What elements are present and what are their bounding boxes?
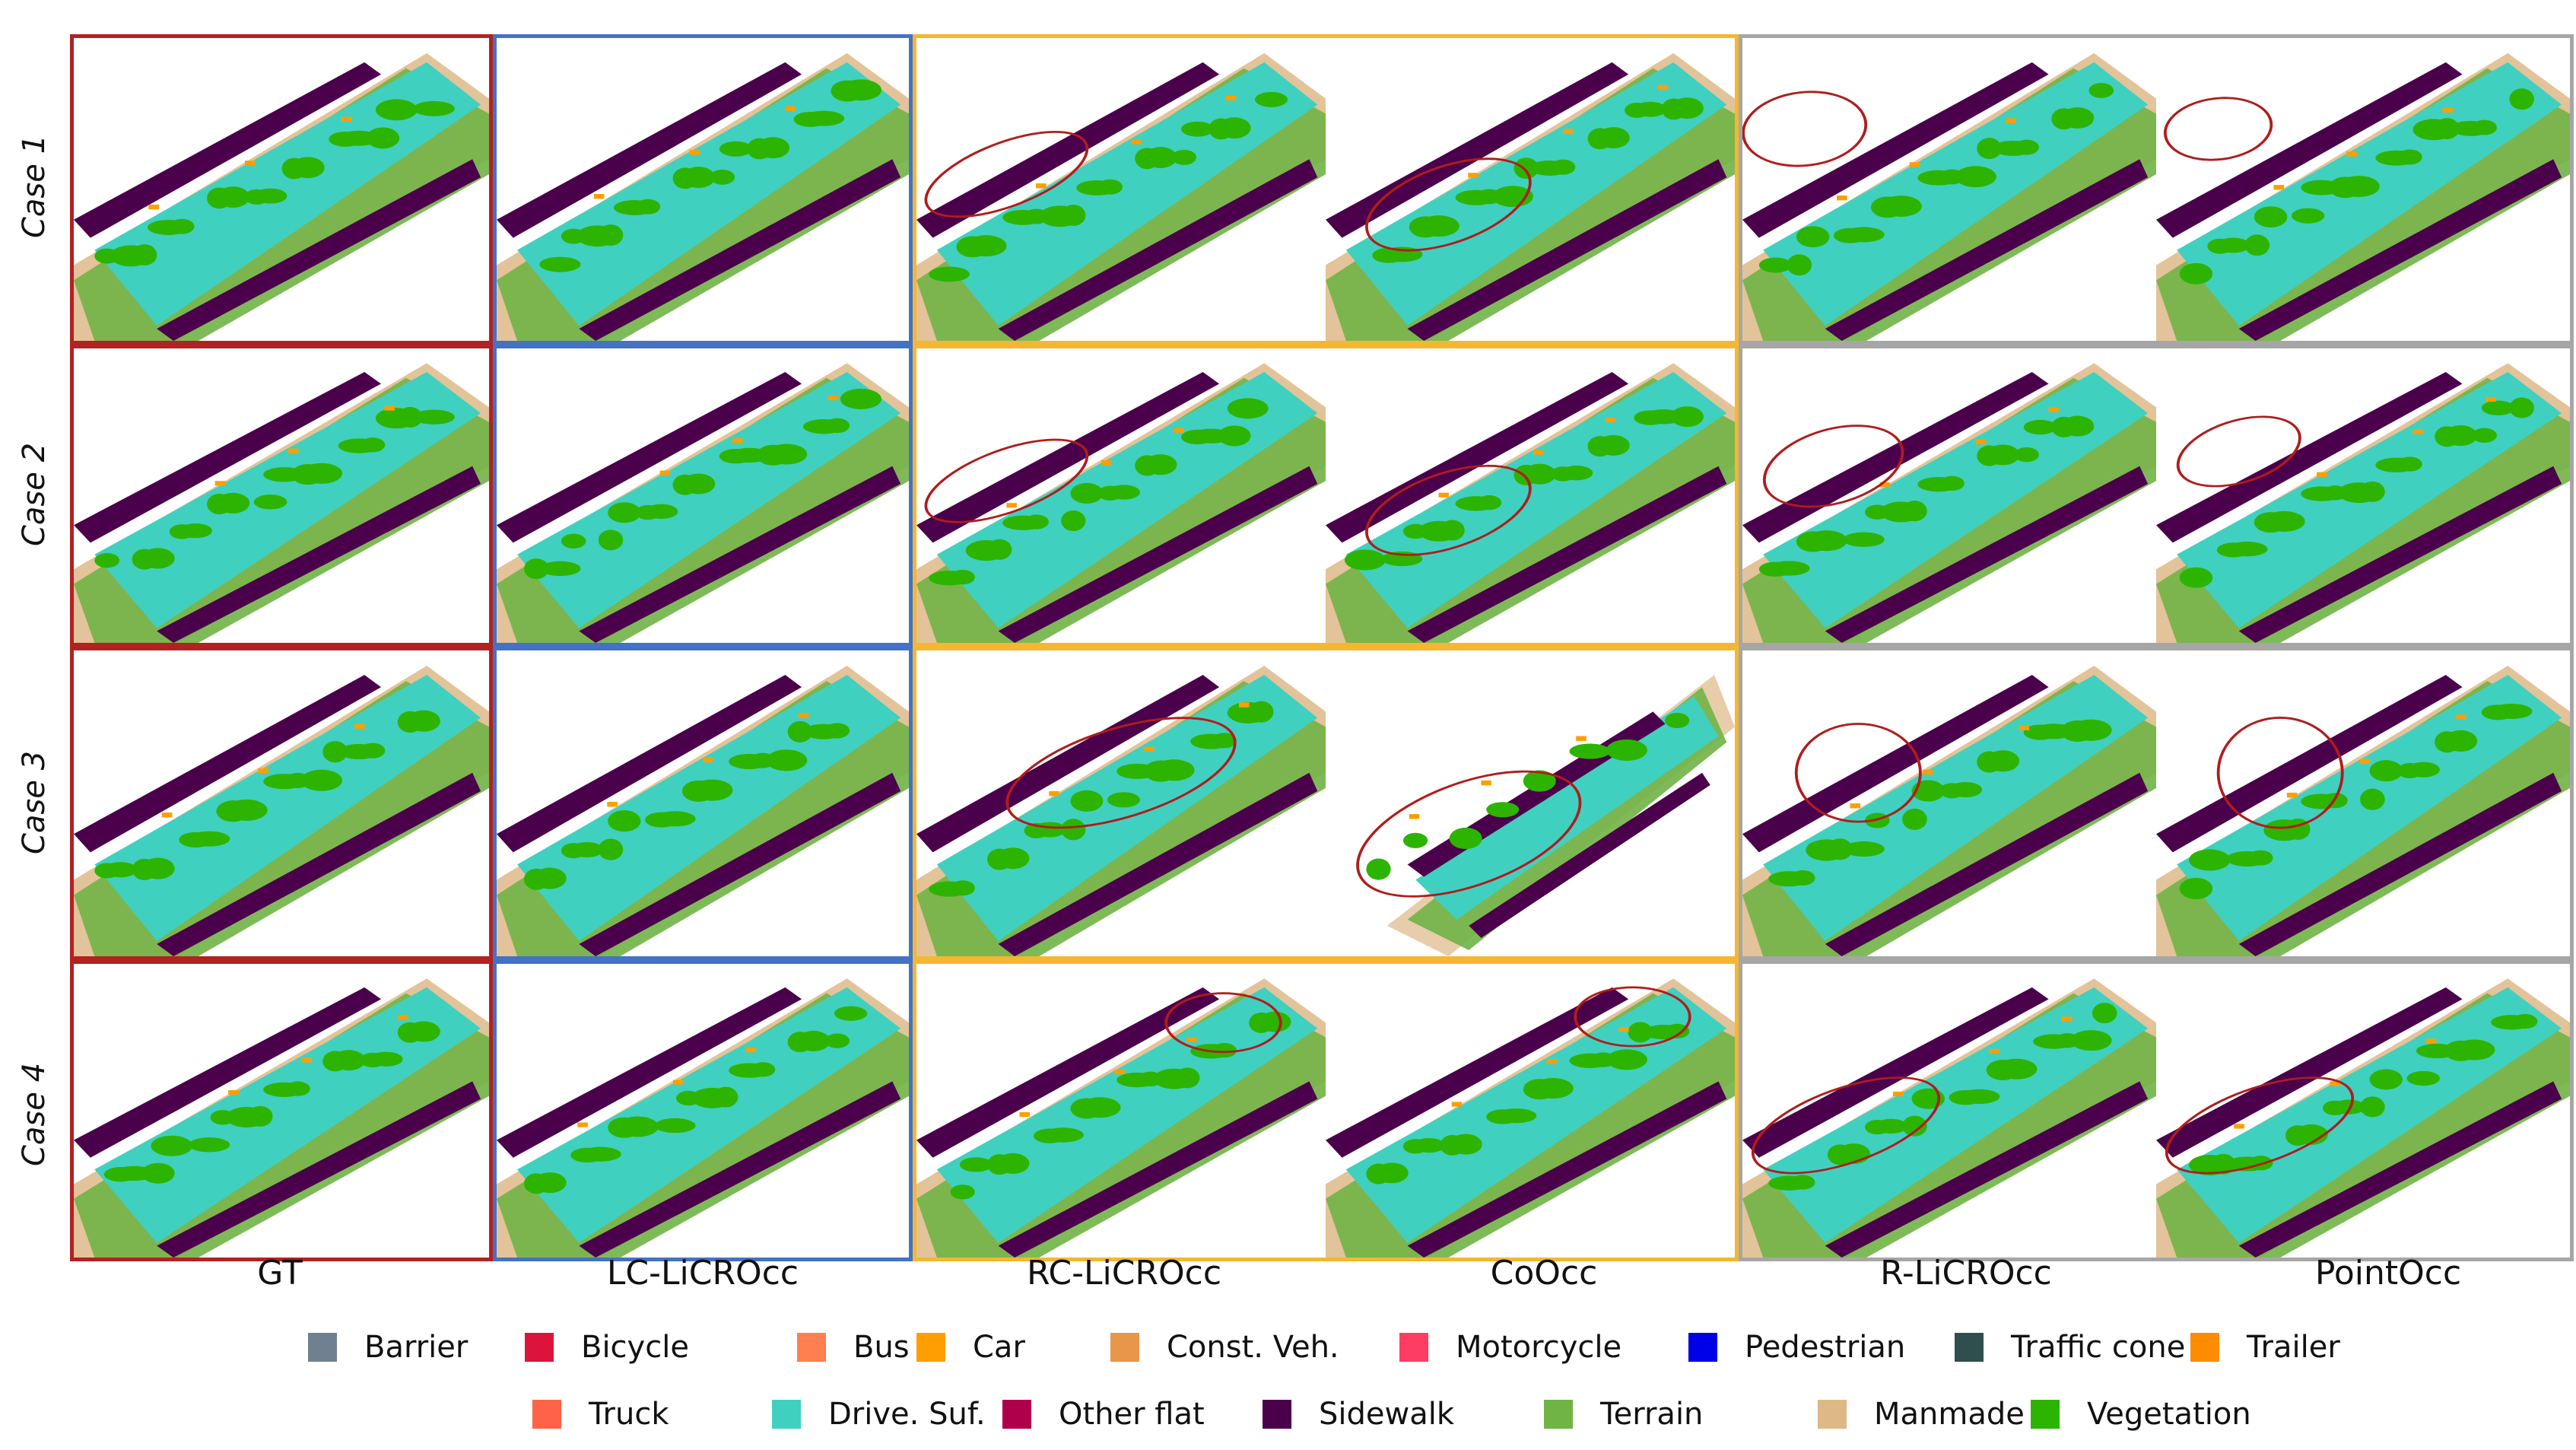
column-label-r-licrocc: R-LiCROcc [1880, 1254, 2052, 1293]
legend-label: Drive. Suf. [828, 1397, 986, 1432]
occupancy-view-coocc-case-2 [1326, 348, 1735, 643]
legend-label: Manmade [1874, 1397, 2025, 1432]
occupancy-view-coocc-case-3 [1326, 650, 1735, 956]
legend-item-terrain: Terrain [1544, 1397, 1703, 1432]
occupancy-view-r-licrocc-case-3 [1742, 650, 2156, 956]
occupancy-view-lc-licrocc-case-3 [497, 650, 909, 956]
legend-label: Vegetation [2087, 1397, 2251, 1432]
legend-label: Car [973, 1330, 1025, 1365]
legend-label: Bus [853, 1330, 910, 1365]
row-label-case-2: Case 2 [17, 442, 52, 547]
legend-label: Traffic cone [2011, 1330, 2186, 1365]
frame-lc-case-4 [493, 960, 913, 1261]
legend-label: Bicycle [581, 1330, 689, 1365]
legend-swatch [797, 1333, 826, 1362]
frame-gt-case-2 [70, 345, 493, 647]
legend-swatch [1110, 1333, 1139, 1362]
frame-rc-case-3 [913, 647, 1739, 960]
occupancy-view-gt-case-3 [74, 650, 489, 956]
occupancy-view-lc-licrocc-case-1 [497, 38, 909, 341]
frame-lc-case-2 [493, 345, 913, 647]
column-label-pointocc: PointOcc [2314, 1254, 2462, 1293]
legend-item-car: Car [916, 1330, 1025, 1365]
occupancy-view-pointocc-case-3 [2156, 650, 2570, 956]
occupancy-view-lc-licrocc-case-4 [497, 964, 909, 1258]
legend-label: Pedestrian [1745, 1330, 1906, 1365]
occupancy-view-pointocc-case-4 [2156, 964, 2570, 1258]
legend-item-motorcycle: Motorcycle [1399, 1330, 1622, 1365]
legend-item-bicycle: Bicycle [525, 1330, 689, 1365]
legend-item-trailer: Trailer [2190, 1330, 2340, 1365]
legend-label: Terrain [1600, 1397, 1704, 1432]
legend-item-const-veh: Const. Veh. [1110, 1330, 1339, 1365]
column-label-lc-licrocc: LC-LiCROcc [606, 1254, 799, 1293]
occupancy-view-gt-case-4 [74, 964, 489, 1258]
legend-swatch [1955, 1333, 1984, 1362]
occupancy-view-lc-licrocc-case-2 [497, 348, 909, 643]
frame-lc-case-1 [493, 34, 913, 345]
occupancy-view-gt-case-2 [74, 348, 489, 643]
legend-swatch [916, 1333, 945, 1362]
occupancy-view-rc-licrocc-case-2 [916, 348, 1326, 643]
frame-rc-case-2 [913, 345, 1739, 647]
legend-swatch [1544, 1400, 1573, 1429]
legend-swatch [1002, 1400, 1031, 1429]
occupancy-view-pointocc-case-2 [2156, 348, 2570, 643]
occupancy-view-coocc-case-4 [1326, 964, 1735, 1258]
legend-item-truck: Truck [532, 1397, 669, 1432]
occupancy-view-coocc-case-1 [1326, 38, 1735, 341]
legend-swatch [1818, 1400, 1847, 1429]
legend-label: Barrier [364, 1330, 469, 1365]
frame-rc-case-1 [913, 34, 1739, 345]
legend-label: Other flat [1059, 1397, 1205, 1432]
occupancy-view-r-licrocc-case-1 [1742, 38, 2156, 341]
frame-r-case-1 [1739, 34, 2574, 345]
legend-item-vegetation: Vegetation [2031, 1397, 2251, 1432]
legend-label: Motorcycle [1456, 1330, 1622, 1365]
legend-swatch [2031, 1400, 2060, 1429]
legend-item-drive-suf: Drive. Suf. [772, 1397, 986, 1432]
legend-swatch [2190, 1333, 2219, 1362]
column-label-gt: GT [257, 1254, 303, 1293]
frame-lc-case-3 [493, 647, 913, 960]
legend-label: Trailer [2247, 1330, 2340, 1365]
legend-item-pedestrian: Pedestrian [1688, 1330, 1905, 1365]
legend-item-traffic-cone: Traffic cone [1955, 1330, 2185, 1365]
occupancy-view-r-licrocc-case-2 [1742, 348, 2156, 643]
occupancy-view-rc-licrocc-case-1 [916, 38, 1326, 341]
legend-swatch [1688, 1333, 1717, 1362]
frame-gt-case-4 [70, 960, 493, 1261]
column-label-coocc: CoOcc [1490, 1254, 1598, 1293]
legend-swatch [525, 1333, 554, 1362]
legend-swatch [1263, 1400, 1291, 1429]
occupancy-view-r-licrocc-case-4 [1742, 964, 2156, 1258]
frame-r-case-2 [1739, 345, 2574, 647]
legend-label: Truck [589, 1397, 669, 1432]
frame-gt-case-3 [70, 647, 493, 960]
frame-rc-case-4 [913, 960, 1739, 1261]
legend-swatch [1399, 1333, 1428, 1362]
legend-label: Const. Veh. [1167, 1330, 1339, 1365]
legend-swatch [308, 1333, 337, 1362]
occupancy-view-gt-case-1 [74, 38, 489, 341]
frame-r-case-4 [1739, 960, 2574, 1261]
legend-item-barrier: Barrier [308, 1330, 468, 1365]
frame-r-case-3 [1739, 647, 2574, 960]
legend-label: Sidewalk [1319, 1397, 1455, 1432]
row-label-case-3: Case 3 [17, 750, 52, 855]
legend-item-manmade: Manmade [1818, 1397, 2025, 1432]
occupancy-view-rc-licrocc-case-4 [916, 964, 1326, 1258]
legend-item-other-flat: Other flat [1002, 1397, 1205, 1432]
legend-swatch [532, 1400, 561, 1429]
occupancy-view-rc-licrocc-case-3 [916, 650, 1326, 956]
occupancy-view-pointocc-case-1 [2156, 38, 2570, 341]
legend-item-bus: Bus [797, 1330, 910, 1365]
row-label-case-1: Case 1 [17, 134, 52, 239]
frame-gt-case-1 [70, 34, 493, 345]
row-label-case-4: Case 4 [17, 1062, 52, 1167]
legend-swatch [772, 1400, 801, 1429]
legend-item-sidewalk: Sidewalk [1263, 1397, 1454, 1432]
column-label-rc-licrocc: RC-LiCROcc [1026, 1254, 1222, 1293]
